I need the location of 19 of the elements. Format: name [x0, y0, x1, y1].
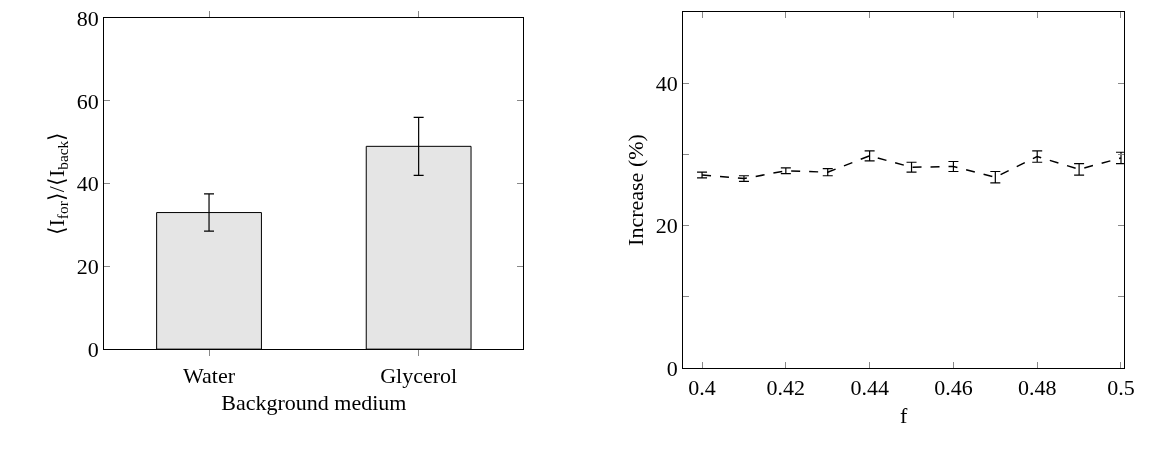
x-axis-title: f: [899, 403, 908, 429]
y-tick-label: 20: [76, 254, 99, 280]
x-tick-label: Water: [183, 362, 236, 388]
x-tick-label: 0.46: [934, 375, 973, 401]
y-tick-label: 40: [76, 171, 99, 197]
y-tick-label: 20: [655, 213, 678, 239]
x-axis-title: Background medium: [221, 390, 407, 416]
x-tick-label: 0.48: [1017, 375, 1057, 401]
y-tick-label: 0: [666, 355, 678, 381]
x-tick-label: 0.42: [766, 375, 806, 401]
x-tick-label: 0.4: [688, 375, 716, 401]
y-tick-label: 0: [87, 336, 99, 362]
x-tick-label: 0.44: [850, 375, 889, 401]
x-tick-label: Glycerol: [380, 362, 458, 388]
x-tick-label: 0.5: [1107, 375, 1135, 401]
y-tick-label: 40: [655, 70, 678, 96]
y-tick-label: 60: [76, 88, 99, 114]
y-axis-title: Increase (%): [622, 134, 648, 246]
y-tick-label: 80: [76, 5, 99, 31]
